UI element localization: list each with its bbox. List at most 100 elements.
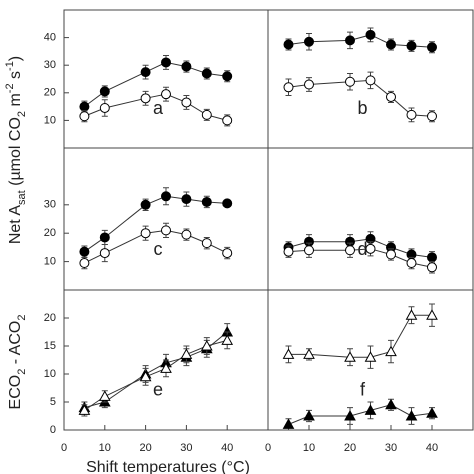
panel-letter: f [360,380,366,400]
marker [222,198,233,209]
marker [385,398,397,410]
marker [304,79,314,90]
marker [427,252,437,263]
y-axis-label: Net Asat (µmol CO2 m-2 s-1) [4,56,28,244]
x-tick-label: 30 [180,442,192,454]
marker [139,370,152,382]
marker [201,196,212,207]
marker [161,89,171,100]
marker [222,71,233,82]
x-axis-label: Shift temperatures (°C) [86,459,250,474]
marker [406,258,417,269]
panel-letter: b [357,98,367,118]
marker [304,36,314,47]
y-tick-label: 15 [44,340,56,352]
label-part: 2 [16,369,28,375]
marker [283,82,294,93]
marker [405,409,418,421]
x-tick-label: 0 [265,442,271,454]
marker [283,246,294,257]
panel-frame [63,147,269,291]
marker [140,228,151,239]
label-part: sat [16,190,28,205]
marker [282,418,295,429]
y-tick-label: 10 [44,114,56,126]
label-part: ECO [7,375,24,410]
marker [344,351,356,362]
x-tick-label: 20 [139,442,151,454]
marker [99,248,110,259]
y-tick-label: 10 [44,256,56,268]
y-tick-label: 0 [50,424,56,436]
marker [99,86,110,97]
panel-frame [267,289,474,431]
marker [161,57,171,68]
marker [427,42,437,53]
y-tick-label: 30 [44,199,56,211]
x-tick-label: 40 [221,442,233,454]
marker [140,67,151,78]
y-tick-label: 20 [44,227,56,239]
marker [180,348,193,359]
marker [386,39,396,50]
marker [364,351,377,362]
marker [181,97,192,108]
x-tick-label: 30 [385,442,397,454]
marker [99,102,110,113]
marker [160,362,172,373]
marker [406,40,417,51]
marker [303,348,315,359]
x-tick-label: 10 [303,442,315,454]
marker [344,409,356,421]
marker [283,39,294,50]
label-part: (µmol CO [7,117,24,190]
marker [304,245,314,256]
label-part: -2 [4,83,16,93]
y-tick-label: 5 [50,396,56,408]
marker [385,345,397,357]
marker [426,309,438,320]
marker [79,111,90,122]
label-part: s [7,71,24,83]
marker [79,101,90,112]
x-tick-label: 0 [61,442,67,454]
marker [200,339,213,351]
x-tick-label: 10 [99,442,111,454]
panel-frame [267,147,474,291]
marker [201,238,212,249]
marker [345,245,355,256]
marker [303,409,315,421]
marker [365,243,376,254]
marker [427,262,437,273]
y-tick-label: 20 [44,87,56,99]
marker [78,404,91,415]
marker [79,258,90,269]
marker [221,334,234,345]
marker [99,232,110,243]
marker [161,225,171,236]
marker [405,309,418,320]
marker [365,75,376,86]
marker [345,35,355,46]
marker [181,194,192,205]
label-part: 2 [16,315,28,321]
marker [201,109,212,120]
y-tick-label: 10 [44,368,56,380]
marker [79,246,90,257]
y-axis-label: ECO2 - ACO2 [7,315,28,410]
marker [364,404,377,415]
marker [161,191,171,202]
marker [386,91,396,102]
marker [222,115,233,126]
panel-letter: c [154,239,163,259]
marker [426,407,438,418]
marker [406,109,417,120]
marker [345,76,355,87]
y-tick-label: 20 [44,312,56,324]
marker [386,249,396,260]
label-part: -1 [4,61,16,71]
y-tick-label: 30 [44,59,56,71]
marker [282,348,295,359]
x-tick-label: 20 [344,442,356,454]
